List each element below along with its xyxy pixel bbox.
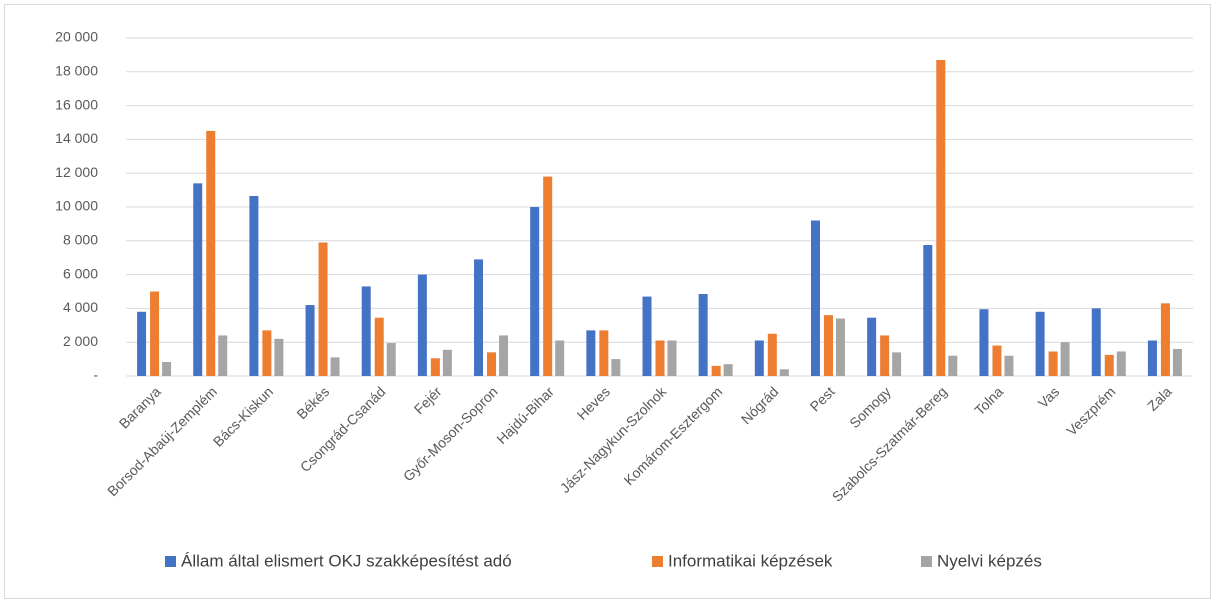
bar (867, 317, 877, 376)
y-tick-label: 10 000 (55, 198, 98, 214)
bar (206, 130, 216, 376)
legend-label: Nyelvi képzés (937, 551, 1042, 570)
bar (555, 340, 565, 376)
bar (1004, 355, 1014, 376)
bar (417, 274, 427, 376)
bar (1048, 351, 1058, 376)
bar (442, 349, 452, 376)
legend-swatch (652, 556, 663, 567)
bar (386, 343, 396, 376)
bar (318, 242, 328, 376)
bar (1104, 354, 1114, 376)
bar (305, 305, 315, 376)
bar (150, 291, 160, 376)
bar (1035, 311, 1045, 376)
bar (992, 345, 1002, 376)
legend-label: Informatikai képzések (668, 551, 833, 570)
y-tick-label: 20 000 (55, 29, 98, 45)
y-tick-label: 8 000 (63, 232, 98, 248)
legend-label: Állam által elismert OKJ szakképesítést … (181, 551, 512, 570)
bar (499, 335, 509, 376)
y-tick-label: 12 000 (55, 164, 98, 180)
y-tick-label: 18 000 (55, 63, 98, 79)
bar (711, 365, 721, 376)
bar (1091, 308, 1101, 376)
y-tick-label: 4 000 (63, 299, 98, 315)
legend-swatch (921, 556, 932, 567)
bar (262, 330, 272, 376)
bar (767, 333, 777, 376)
bar (779, 369, 789, 376)
bar (948, 355, 958, 376)
bar (1116, 351, 1126, 376)
bar (249, 196, 259, 376)
bar (430, 358, 440, 376)
bar (487, 352, 497, 376)
bar (1060, 342, 1070, 376)
bar (810, 220, 820, 376)
y-tick-label: 14 000 (55, 130, 98, 146)
y-tick-label: 6 000 (63, 265, 98, 281)
bar (193, 183, 203, 376)
bar (892, 352, 902, 376)
bar (137, 311, 147, 376)
bar (979, 309, 989, 376)
y-tick-label: 16 000 (55, 96, 98, 112)
bar (698, 294, 708, 376)
legend-swatch (165, 556, 176, 567)
bar (474, 259, 484, 376)
bar (880, 335, 890, 376)
bar (162, 361, 172, 376)
bar (611, 359, 621, 376)
bar (1160, 303, 1170, 376)
bar (923, 245, 933, 376)
bar (667, 340, 677, 376)
bar (936, 59, 946, 376)
bar (361, 286, 371, 376)
bar (723, 364, 733, 376)
chart-frame (4, 4, 1211, 599)
bar (823, 315, 833, 376)
bar (1147, 340, 1157, 376)
bar (374, 317, 384, 376)
bar (599, 330, 609, 376)
bar (274, 338, 284, 376)
bar (330, 357, 340, 376)
bar (754, 340, 764, 376)
y-tick-label: - (93, 367, 98, 383)
bar (218, 335, 228, 376)
bar (655, 340, 665, 376)
bar (642, 296, 652, 376)
bar (586, 330, 596, 376)
bar (835, 318, 845, 376)
bar (543, 176, 553, 376)
bar (1172, 348, 1182, 376)
bar (530, 207, 540, 376)
y-tick-label: 2 000 (63, 333, 98, 349)
